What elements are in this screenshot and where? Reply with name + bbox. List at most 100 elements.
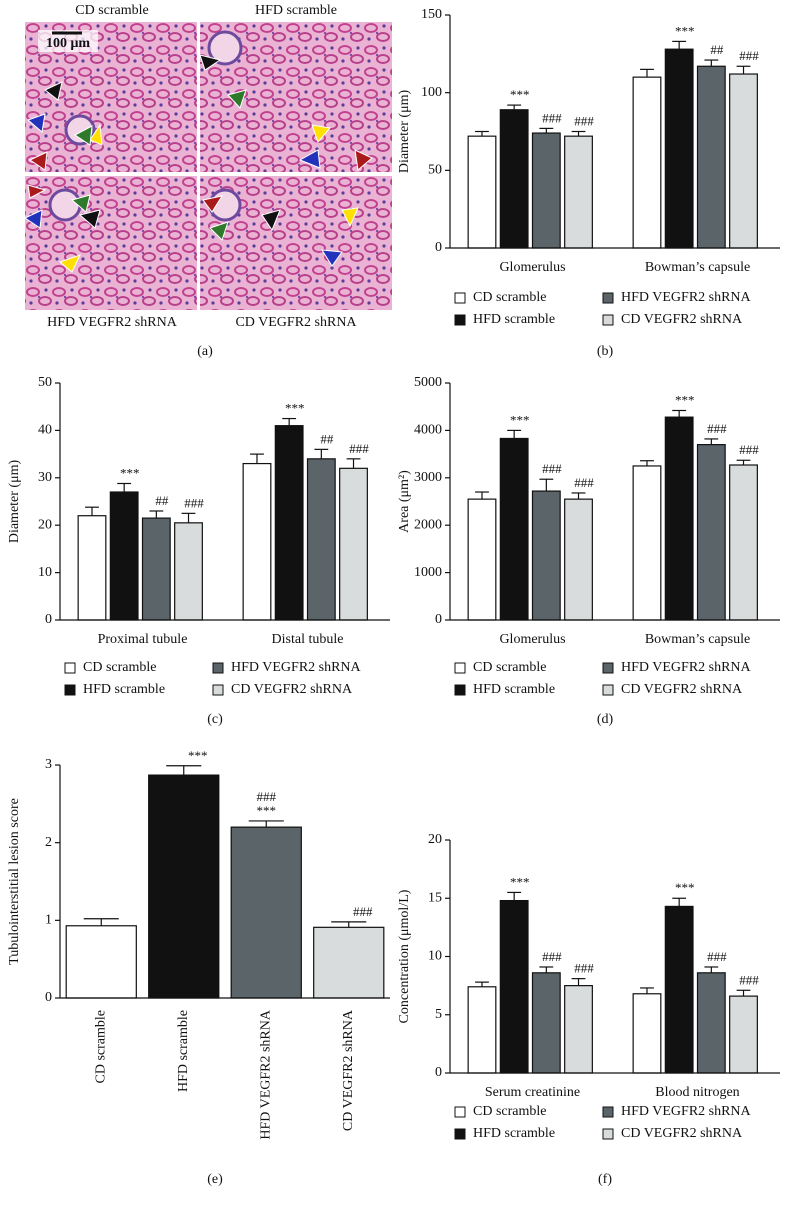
significance-label: ###	[184, 495, 204, 510]
x-tick-label: CD VEGFR2 shRNA	[341, 1009, 356, 1131]
chart: CD scramble***HFD scramble###***HFD VEGF…	[7, 748, 390, 1187]
legend-label: HFD VEGFR2 shRNA	[621, 1104, 752, 1119]
significance-label: ***	[257, 803, 277, 818]
legend-swatch	[602, 1106, 614, 1118]
significance-label: ***	[510, 874, 530, 889]
y-tick-label: 3000	[414, 470, 442, 485]
significance-label: ***	[510, 412, 530, 427]
glomerulus	[48, 188, 82, 222]
scale-label: 100 μm	[46, 36, 90, 51]
arrow	[227, 89, 247, 109]
legend-label: HFD scramble	[473, 1126, 555, 1141]
bar	[499, 437, 529, 621]
bar	[148, 774, 220, 999]
panel-caption: (e)	[207, 1172, 223, 1187]
y-axis-title: Concentration (μmol/L)	[397, 889, 412, 1023]
x-tick-label: Bowman’s capsule	[645, 260, 750, 275]
legend-swatch	[454, 314, 466, 326]
y-tick-label: 0	[435, 240, 442, 255]
legend-label: HFD VEGFR2 shRNA	[621, 290, 752, 305]
significance-label: ***	[675, 392, 695, 407]
significance-label: ###	[739, 972, 759, 987]
panel-caption: (b)	[597, 344, 614, 359]
significance-label: ###	[574, 475, 594, 490]
legend-label: HFD VEGFR2 shRNA	[621, 660, 752, 675]
legend-label: CD VEGFR2 shRNA	[231, 682, 353, 697]
legend-swatch	[454, 684, 466, 696]
arrow	[261, 209, 281, 232]
image-tile	[25, 176, 197, 310]
bar	[696, 972, 726, 1074]
y-axis-title: Diameter (μm)	[397, 90, 412, 174]
y-tick-label: 50	[428, 163, 442, 178]
bar	[729, 464, 758, 621]
tile-label: HFD scramble	[255, 3, 337, 18]
y-tick-label: 3	[45, 757, 52, 772]
bar	[467, 135, 497, 249]
x-tick-label: CD scramble	[93, 1010, 108, 1083]
significance-label: ***	[675, 23, 695, 38]
bar	[664, 416, 694, 621]
legend-swatch	[64, 662, 76, 674]
bar	[230, 826, 302, 999]
panel-caption: (d)	[597, 712, 614, 727]
arrow	[311, 124, 331, 143]
x-tick-label: Distal tubule	[272, 632, 344, 647]
chart: Glomerulus *** ### ### Bowman’s capsule *** ##…	[397, 7, 780, 359]
arrow	[202, 195, 224, 213]
legend-label: HFD VEGFR2 shRNA	[231, 660, 362, 675]
legend-swatch	[64, 684, 76, 696]
y-tick-label: 2000	[414, 517, 442, 532]
significance-label: ###	[574, 961, 594, 976]
y-tick-label: 0	[435, 1065, 442, 1080]
chart: Proximal tubule***## ###Distal tubule***#…	[7, 375, 390, 727]
bar	[531, 490, 561, 621]
significance-label: ###	[353, 904, 373, 919]
legend-label: HFD scramble	[473, 312, 555, 327]
significance-label: ***	[120, 465, 140, 480]
significance-label: ###	[542, 110, 562, 125]
y-tick-label: 30	[38, 470, 52, 485]
legend-swatch	[454, 662, 466, 674]
arrow	[27, 184, 47, 199]
bar	[339, 467, 368, 621]
significance-label: ###	[574, 113, 594, 128]
bar	[499, 109, 529, 249]
legend-swatch	[602, 684, 614, 696]
y-axis-title: Area (μm²)	[397, 470, 412, 533]
scale-box	[38, 30, 98, 52]
arrow	[209, 221, 229, 241]
bar	[531, 972, 561, 1074]
bar	[729, 995, 758, 1074]
bar	[65, 925, 137, 999]
significance-label: ***	[188, 748, 208, 763]
legend-label: CD scramble	[473, 1104, 546, 1119]
significance-label: ***	[510, 87, 530, 102]
bar	[632, 465, 662, 621]
arrow	[321, 249, 343, 267]
bar	[274, 425, 304, 621]
tile-label: CD VEGFR2 shRNA	[235, 315, 357, 330]
significance-label: ###	[707, 949, 727, 964]
y-tick-label: 40	[38, 423, 52, 438]
x-tick-label: HFD VEGFR2 shRNA	[258, 1009, 273, 1140]
x-tick-label: Proximal tubule	[98, 632, 188, 647]
bar	[77, 515, 107, 621]
y-tick-label: 0	[435, 612, 442, 627]
bar	[499, 899, 529, 1074]
bar	[242, 462, 272, 621]
panel-caption: (a)	[197, 344, 213, 359]
bar	[564, 985, 593, 1074]
y-tick-label: 1000	[414, 565, 442, 580]
legend-swatch	[212, 662, 224, 674]
x-tick-label: Bowman’s capsule	[645, 632, 750, 647]
legend-swatch	[602, 662, 614, 674]
significance-label: ###	[257, 789, 277, 804]
bar	[141, 517, 171, 621]
legend-label: CD scramble	[83, 660, 156, 675]
bar	[632, 76, 662, 249]
y-tick-label: 5000	[414, 375, 442, 390]
panel-caption: (f)	[598, 1172, 612, 1187]
significance-label: ***	[675, 880, 695, 895]
